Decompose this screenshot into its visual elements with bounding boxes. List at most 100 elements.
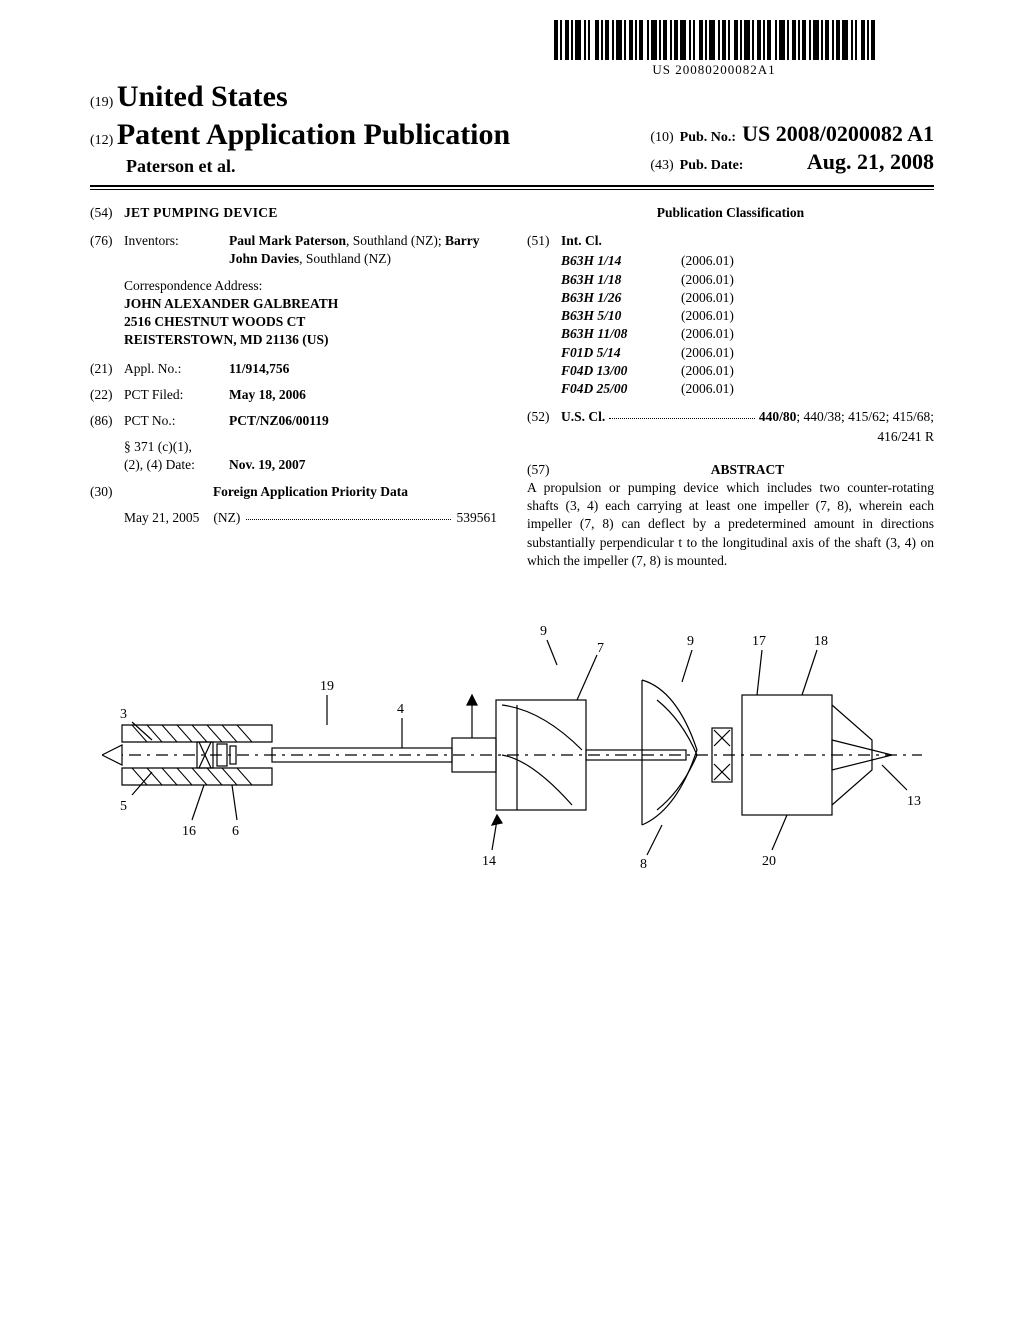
code-12: (12) xyxy=(90,133,113,148)
figure-svg: 3 5 16 6 19 4 14 9 7 8 9 17 18 20 13 xyxy=(102,610,922,870)
code-19: (19) xyxy=(90,95,113,110)
patent-figure: 3 5 16 6 19 4 14 9 7 8 9 17 18 20 13 xyxy=(90,610,934,870)
pub-number: US 2008/0200082 A1 xyxy=(742,121,934,147)
inventor-1-loc: , Southland (NZ); xyxy=(346,233,445,248)
author-line: Paterson et al. xyxy=(126,156,510,177)
svg-text:13: 13 xyxy=(907,794,921,809)
correspondence-block: Correspondence Address: JOHN ALEXANDER G… xyxy=(124,277,497,350)
code-54: (54) xyxy=(90,204,124,222)
intcl-version: (2006.01) xyxy=(681,380,781,398)
country: United States xyxy=(117,80,288,113)
intcl-code: B63H 1/18 xyxy=(561,271,681,289)
intcl-row: F04D 25/00(2006.01) xyxy=(561,380,934,398)
intcl-code: B63H 1/14 xyxy=(561,252,681,270)
code-30: (30) xyxy=(90,483,124,501)
intcl-code: B63H 5/10 xyxy=(561,307,681,325)
invention-title: JET PUMPING DEVICE xyxy=(124,204,278,222)
biblio-left-column: (54) JET PUMPING DEVICE (76) Inventors: … xyxy=(90,204,497,570)
intcl-version: (2006.01) xyxy=(681,325,781,343)
correspondence-line2: 2516 CHESTNUT WOODS CT xyxy=(124,313,497,331)
intcl-row: B63H 5/10(2006.01) xyxy=(561,307,934,325)
code-10: (10) xyxy=(650,130,673,146)
correspondence-line1: JOHN ALEXANDER GALBREATH xyxy=(124,295,497,313)
priority-number: 539561 xyxy=(457,509,498,527)
svg-text:16: 16 xyxy=(182,824,196,839)
pubno-label: Pub. No.: xyxy=(680,130,736,146)
code-43: (43) xyxy=(650,158,673,174)
intcl-row: F01D 5/14(2006.01) xyxy=(561,344,934,362)
intcl-row: B63H 1/14(2006.01) xyxy=(561,252,934,270)
abstract-header: ABSTRACT xyxy=(561,461,934,479)
intcl-version: (2006.01) xyxy=(681,307,781,325)
svg-text:7: 7 xyxy=(597,641,604,656)
inventor-2-loc: , Southland (NZ) xyxy=(299,251,391,266)
uscl-row: (52) U.S. Cl. 440/80; 440/38; 415/62; 41… xyxy=(527,408,934,426)
masthead: (19) United States (12) Patent Applicati… xyxy=(90,80,934,177)
code-52: (52) xyxy=(527,408,561,426)
intcl-row: B63H 11/08(2006.01) xyxy=(561,325,934,343)
uscl-main: 440/80 xyxy=(759,408,797,426)
intcl-table: B63H 1/14(2006.01)B63H 1/18(2006.01)B63H… xyxy=(561,252,934,398)
code-76: (76) xyxy=(90,232,124,268)
publication-type: Patent Application Publication xyxy=(117,118,510,151)
pub-date: Aug. 21, 2008 xyxy=(807,149,934,175)
applno-label: Appl. No.: xyxy=(124,360,229,378)
applno-value: 11/914,756 xyxy=(229,360,497,378)
svg-text:14: 14 xyxy=(482,854,496,869)
intcl-version: (2006.01) xyxy=(681,271,781,289)
intcl-code: F01D 5/14 xyxy=(561,344,681,362)
priority-date: May 21, 2005 xyxy=(124,509,199,527)
s371-date: Nov. 19, 2007 xyxy=(229,456,497,474)
inventors-value: Paul Mark Paterson, Southland (NZ); Barr… xyxy=(229,232,497,268)
svg-text:8: 8 xyxy=(640,857,647,870)
intcl-code: F04D 13/00 xyxy=(561,362,681,380)
s371-label2: (2), (4) Date: xyxy=(124,456,229,474)
svg-text:9: 9 xyxy=(687,634,694,649)
code-86: (86) xyxy=(90,412,124,430)
correspondence-label: Correspondence Address: xyxy=(124,277,497,295)
code-57: (57) xyxy=(527,461,561,479)
pubdate-label: Pub. Date: xyxy=(680,158,744,174)
pctfiled-label: PCT Filed: xyxy=(124,386,229,404)
correspondence-line3: REISTERSTOWN, MD 21136 (US) xyxy=(124,331,497,349)
uscl-rest: ; 440/38; 415/62; 415/68; xyxy=(796,408,934,426)
intcl-label: Int. Cl. xyxy=(561,232,602,250)
priority-country: (NZ) xyxy=(213,509,240,527)
intcl-version: (2006.01) xyxy=(681,362,781,380)
uscl-continuation: 416/241 R xyxy=(527,428,934,446)
intcl-version: (2006.01) xyxy=(681,289,781,307)
intcl-version: (2006.01) xyxy=(681,252,781,270)
pctno-label: PCT No.: xyxy=(124,412,229,430)
svg-text:9: 9 xyxy=(540,624,547,639)
barcode-graphic xyxy=(494,20,934,60)
svg-text:4: 4 xyxy=(397,702,404,717)
biblio-right-column: Publication Classification (51) Int. Cl.… xyxy=(527,204,934,570)
pctno-value: PCT/NZ06/00119 xyxy=(229,412,497,430)
pctfiled-value: May 18, 2006 xyxy=(229,386,497,404)
intcl-version: (2006.01) xyxy=(681,344,781,362)
inventors-label: Inventors: xyxy=(124,232,229,268)
pubclass-header: Publication Classification xyxy=(527,204,934,222)
intcl-row: B63H 1/26(2006.01) xyxy=(561,289,934,307)
intcl-row: F04D 13/00(2006.01) xyxy=(561,362,934,380)
dot-leader xyxy=(609,408,755,419)
intcl-code: F04D 25/00 xyxy=(561,380,681,398)
abstract-text: A propulsion or pumping device which inc… xyxy=(527,479,934,570)
svg-text:19: 19 xyxy=(320,679,334,694)
code-21: (21) xyxy=(90,360,124,378)
dot-leader xyxy=(246,509,450,520)
svg-text:6: 6 xyxy=(232,824,239,839)
svg-text:17: 17 xyxy=(752,634,766,649)
code-51: (51) xyxy=(527,232,561,250)
uscl-label: U.S. Cl. xyxy=(561,408,605,426)
rule-heavy xyxy=(90,185,934,187)
priority-header: Foreign Application Priority Data xyxy=(124,483,497,501)
svg-text:5: 5 xyxy=(120,799,127,814)
rule-light xyxy=(90,189,934,190)
svg-text:3: 3 xyxy=(120,707,127,722)
s371-label1: § 371 (c)(1), xyxy=(124,438,229,456)
barcode-text: US 20080200082A1 xyxy=(494,62,934,78)
inventor-1-name: Paul Mark Paterson xyxy=(229,233,346,248)
code-22: (22) xyxy=(90,386,124,404)
intcl-row: B63H 1/18(2006.01) xyxy=(561,271,934,289)
